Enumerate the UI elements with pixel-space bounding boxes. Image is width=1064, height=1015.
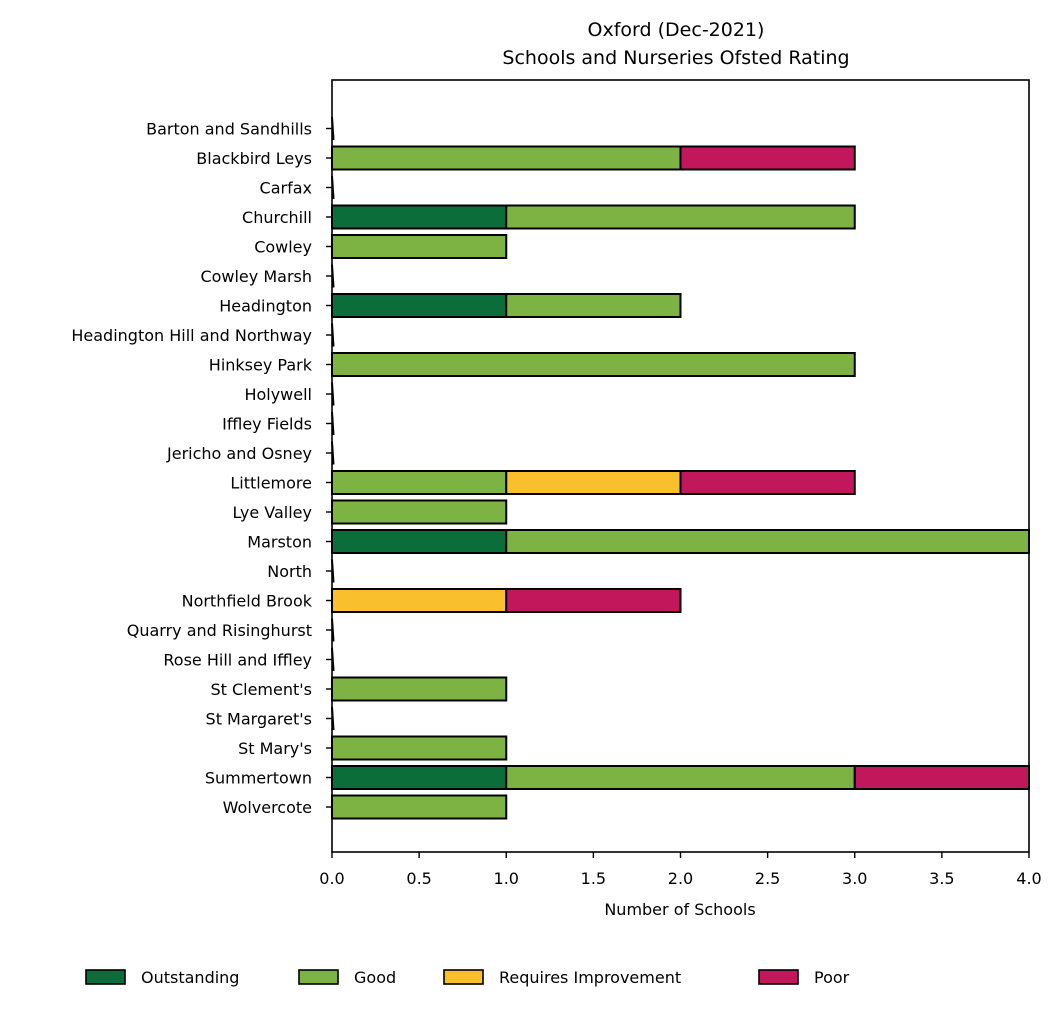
bars-layer <box>331 116 1030 820</box>
bar-marston-outstanding <box>331 529 508 554</box>
y-tick-label-blackbird-leys: Blackbird Leys <box>196 149 312 168</box>
legend-swatch-outstanding <box>85 969 126 985</box>
y-tick-label-lye-valley: Lye Valley <box>232 503 312 522</box>
x-tick-label: 1.0 <box>494 869 519 888</box>
legend-swatch-good <box>298 969 339 985</box>
y-tick-label-headington-hill-and-northway: Headington Hill and Northway <box>71 326 312 345</box>
y-tick-label-hinksey-park: Hinksey Park <box>209 356 313 375</box>
bar-headington-good <box>505 293 682 318</box>
bar-cowley-good <box>331 234 508 259</box>
bar-marston-good <box>505 529 1030 554</box>
y-axis: Barton and Sandhills Blackbird Leys Carfax… <box>71 120 332 817</box>
y-tick-label-littlemore: Littlemore <box>230 474 312 493</box>
y-tick-label-rose-hill-and-iffley: Rose Hill and Iffley <box>163 651 312 670</box>
x-tick-label: 1.5 <box>581 869 606 888</box>
legend-label-requires-improvement: Requires Improvement <box>499 968 681 987</box>
x-axis: 0.0 0.5 1.0 1.5 2.0 2.5 3.0 3.5 4.0 <box>319 852 1042 888</box>
y-tick-label-headington: Headington <box>219 297 312 316</box>
bar-summertown-poor <box>853 765 1030 790</box>
bar-summertown-outstanding <box>331 765 508 790</box>
bar-lye-valley-good <box>331 499 508 525</box>
bar-littlemore-good <box>331 470 508 495</box>
bar-headington-outstanding <box>331 293 508 318</box>
bar-st-clement-s-good <box>331 676 508 702</box>
legend-label-outstanding: Outstanding <box>141 968 239 987</box>
legend: Outstanding Good Requires Improvement Poor <box>85 968 850 987</box>
bar-northfield-brook-requires-improvement <box>331 588 508 613</box>
y-tick-label-st-mary-s: St Mary's <box>238 739 312 758</box>
y-tick-label-northfield-brook: Northfield Brook <box>182 592 313 611</box>
y-tick-label-st-clement-s: St Clement's <box>210 680 312 699</box>
bar-littlemore-requires-improvement <box>505 470 682 495</box>
x-tick-label: 2.0 <box>668 869 693 888</box>
y-tick-label-carfax: Carfax <box>260 179 312 198</box>
bar-littlemore-poor <box>679 470 856 495</box>
legend-swatch-requires-improvement <box>443 969 484 985</box>
legend-label-good: Good <box>354 968 396 987</box>
y-tick-label-north: North <box>267 562 312 581</box>
y-tick-label-barton-and-sandhills: Barton and Sandhills <box>146 120 312 139</box>
bar-blackbird-leys-good <box>331 145 682 171</box>
legend-label-poor: Poor <box>814 968 850 987</box>
bar-blackbird-leys-poor <box>679 145 856 171</box>
y-tick-label-summertown: Summertown <box>205 769 312 788</box>
y-tick-label-marston: Marston <box>247 533 312 552</box>
bar-hinksey-park-good <box>331 352 856 377</box>
bar-wolvercote-good <box>331 794 508 820</box>
y-tick-label-jericho-and-osney: Jericho and Osney <box>166 444 312 463</box>
y-tick-label-st-margaret-s: St Margaret's <box>206 710 312 729</box>
y-tick-label-churchill: Churchill <box>242 208 312 227</box>
y-tick-label-holywell: Holywell <box>244 385 312 404</box>
legend-swatch-poor <box>758 969 799 985</box>
x-tick-label: 0.5 <box>406 869 431 888</box>
y-tick-label-cowley: Cowley <box>254 238 312 257</box>
bar-summertown-good <box>505 765 856 790</box>
bar-churchill-good <box>505 204 856 230</box>
y-tick-label-iffley-fields: Iffley Fields <box>222 415 312 434</box>
chart-subtitle: Schools and Nurseries Ofsted Rating <box>502 47 849 69</box>
x-tick-label: 3.5 <box>929 869 954 888</box>
x-axis-label: Number of Schools <box>604 900 755 919</box>
bar-northfield-brook-poor <box>505 588 682 613</box>
bar-st-mary-s-good <box>331 735 508 761</box>
x-tick-label: 2.5 <box>755 869 780 888</box>
chart-title: Oxford (Dec-2021) <box>588 19 765 41</box>
x-tick-label: 3.0 <box>842 869 867 888</box>
y-tick-label-wolvercote: Wolvercote <box>223 798 312 817</box>
x-tick-label: 0.0 <box>319 869 344 888</box>
y-tick-label-cowley-marsh: Cowley Marsh <box>200 267 312 286</box>
y-tick-label-quarry-and-risinghurst: Quarry and Risinghurst <box>127 621 312 640</box>
bar-churchill-outstanding <box>331 204 508 230</box>
x-tick-label: 4.0 <box>1016 869 1041 888</box>
